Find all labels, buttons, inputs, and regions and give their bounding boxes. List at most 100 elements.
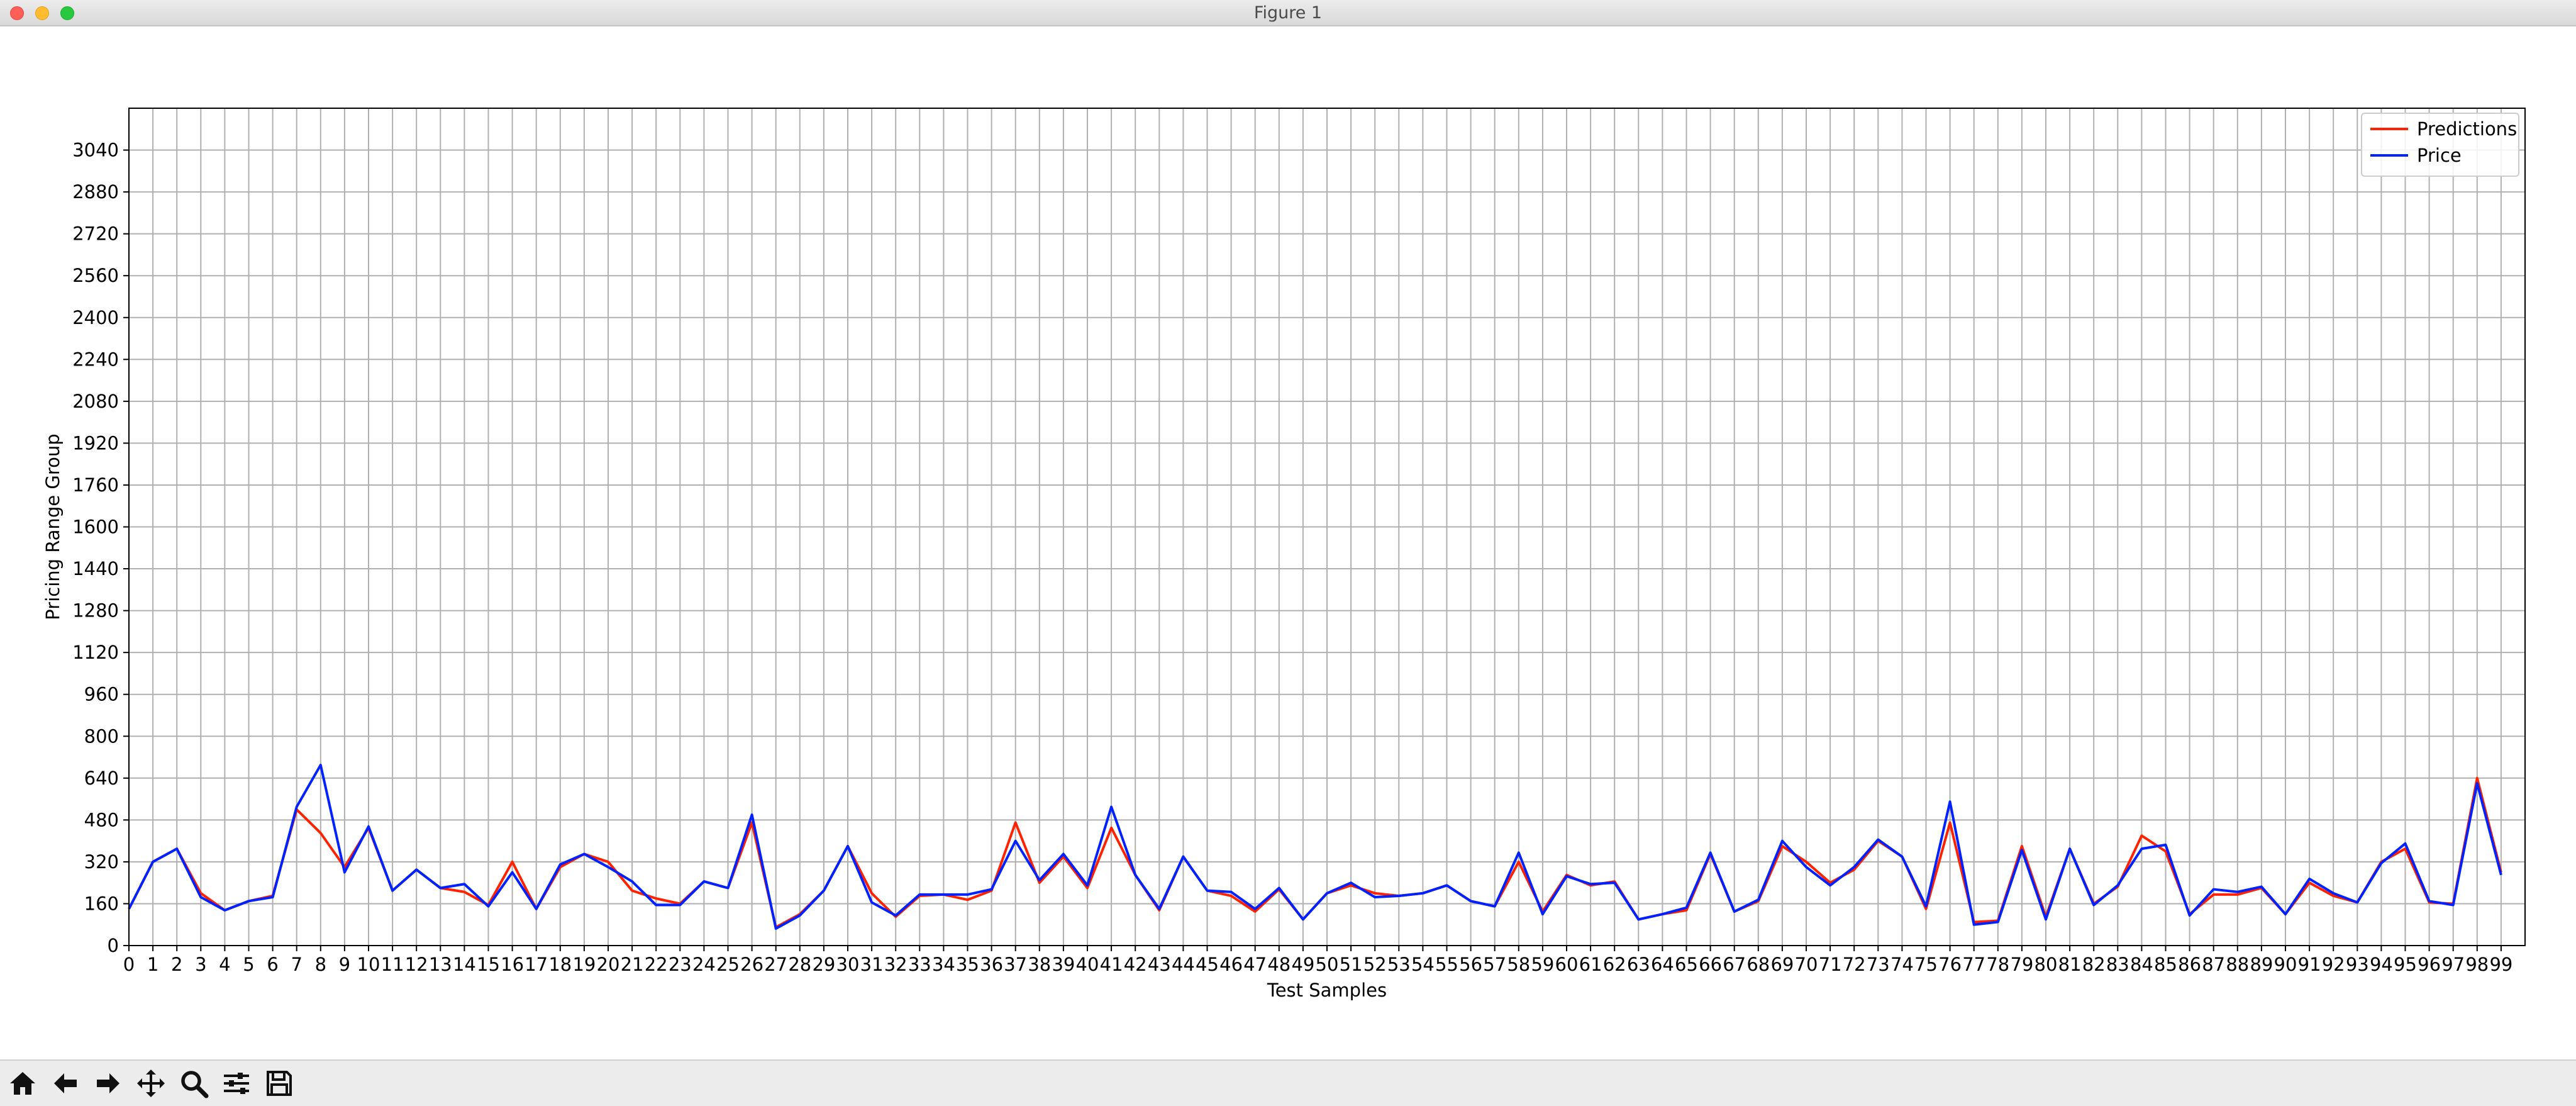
- x-tick-label: 62: [1603, 954, 1626, 975]
- y-tick-label: 320: [84, 851, 119, 873]
- x-tick-label: 10: [357, 954, 380, 975]
- x-tick-label: 60: [1555, 954, 1579, 975]
- forward-button[interactable]: [91, 1066, 126, 1101]
- x-tick-label: 12: [405, 954, 428, 975]
- legend-label: Predictions: [2417, 118, 2517, 140]
- x-tick-label: 43: [1148, 954, 1171, 975]
- x-tick-label: 76: [1938, 954, 1962, 975]
- forward-arrow-icon: [97, 1073, 119, 1093]
- x-tick-label: 73: [1867, 954, 1890, 975]
- line-chart: 0 1 2 3 4 5 6 7 8 9 10 11 12 13 14 15 16 17 18 19 20 21 22 23 24…: [42, 108, 2526, 1001]
- x-tick-label: 21: [621, 954, 644, 975]
- y-tick-label: 1440: [72, 558, 119, 579]
- x-tick-label: 55: [1435, 954, 1458, 975]
- x-tick-label: 7: [291, 954, 302, 975]
- x-tick-label: 93: [2346, 954, 2369, 975]
- configure-subplots-button[interactable]: [219, 1066, 254, 1101]
- x-tick-label: 1: [147, 954, 158, 975]
- y-tick-label: 640: [84, 768, 119, 789]
- y-tick-label: 160: [84, 893, 119, 914]
- x-tick-label: 11: [381, 954, 404, 975]
- x-tick-label: 85: [2154, 954, 2177, 975]
- legend: Predictions Price: [2361, 113, 2519, 177]
- save-button[interactable]: [262, 1066, 297, 1101]
- minimize-window-button[interactable]: [35, 6, 49, 20]
- x-tick-label: 48: [1267, 954, 1291, 975]
- x-tick-label: 89: [2250, 954, 2273, 975]
- y-tick-label: 2560: [72, 265, 119, 286]
- y-tick-label: 2400: [72, 307, 119, 328]
- x-tick-label: 22: [645, 954, 668, 975]
- x-tick-label: 44: [1172, 954, 1195, 975]
- window-title: Figure 1: [1253, 3, 1323, 23]
- x-tick-label: 97: [2441, 954, 2465, 975]
- x-tick-label: 56: [1459, 954, 1482, 975]
- x-tick-label: 61: [1579, 954, 1602, 975]
- x-tick-label: 51: [1340, 954, 1363, 975]
- x-tick-label: 36: [980, 954, 1003, 975]
- x-tick-label: 47: [1243, 954, 1267, 975]
- x-tick-label: 42: [1124, 954, 1147, 975]
- x-tick-label: 25: [716, 954, 740, 975]
- x-tick-label: 31: [860, 954, 884, 975]
- x-tick-label: 94: [2370, 954, 2393, 975]
- x-tick-label: 5: [243, 954, 254, 975]
- x-tick-label: 70: [1795, 954, 1818, 975]
- back-button[interactable]: [48, 1066, 83, 1101]
- y-tick-label: 1600: [72, 517, 119, 538]
- series-lines: [128, 764, 2502, 930]
- x-tick-label: 23: [669, 954, 692, 975]
- x-tick-label: 80: [2035, 954, 2058, 975]
- x-tick-label: 65: [1675, 954, 1698, 975]
- x-tick-label: 2: [171, 954, 182, 975]
- x-tick-label: 68: [1746, 954, 1770, 975]
- x-tick-label: 4: [219, 954, 230, 975]
- x-tick-label: 18: [548, 954, 572, 975]
- x-tick-label: 71: [1819, 954, 1842, 975]
- x-tick-label: 16: [501, 954, 524, 975]
- y-tick-label: 800: [84, 725, 119, 747]
- x-tick-label: 40: [1076, 954, 1099, 975]
- x-tick-label: 86: [2178, 954, 2201, 975]
- x-axis-label: Test Samples: [1267, 980, 1387, 1001]
- x-tick-label: 24: [692, 954, 716, 975]
- maximize-window-button[interactable]: [60, 6, 74, 20]
- x-tick-label: 39: [1052, 954, 1075, 975]
- x-tick-label: 57: [1483, 954, 1506, 975]
- pan-button[interactable]: [133, 1066, 169, 1101]
- save-icon: [267, 1071, 292, 1096]
- y-tick-label: 0: [108, 935, 119, 956]
- x-tick-label: 28: [788, 954, 811, 975]
- y-tick-label: 2720: [72, 223, 119, 245]
- x-tick-label: 49: [1291, 954, 1314, 975]
- home-button[interactable]: [5, 1066, 40, 1101]
- x-tick-label: 67: [1723, 954, 1746, 975]
- x-tick-label: 63: [1627, 954, 1650, 975]
- y-tick-label: 1760: [72, 474, 119, 496]
- x-tick-label: 6: [267, 954, 278, 975]
- x-tick-label: 34: [932, 954, 955, 975]
- x-tick-label: 13: [429, 954, 452, 975]
- x-tick-label: 81: [2058, 954, 2082, 975]
- title-bar: Figure 1: [0, 0, 2576, 26]
- x-tick-label: 14: [453, 954, 476, 975]
- x-tick-label: 92: [2322, 954, 2345, 975]
- y-tick-label: 2080: [72, 391, 119, 412]
- x-tick-label: 53: [1387, 954, 1411, 975]
- x-tick-label: 45: [1196, 954, 1219, 975]
- x-tick-label: 96: [2418, 954, 2441, 975]
- y-tick-label: 3040: [72, 140, 119, 161]
- x-tick-label: 77: [1962, 954, 1985, 975]
- x-tick-label: 74: [1890, 954, 1914, 975]
- zoom-icon: [181, 1071, 209, 1098]
- x-tick-label: 26: [740, 954, 763, 975]
- x-tick-label: 35: [956, 954, 979, 975]
- x-tick-label: 33: [908, 954, 931, 975]
- zoom-button[interactable]: [176, 1066, 211, 1101]
- x-tick-label: 64: [1651, 954, 1674, 975]
- x-tick-label: 54: [1411, 954, 1435, 975]
- x-tick-label: 58: [1507, 954, 1530, 975]
- x-tick-label: 78: [1986, 954, 2009, 975]
- x-tick-label: 90: [2274, 954, 2297, 975]
- close-window-button[interactable]: [10, 6, 24, 20]
